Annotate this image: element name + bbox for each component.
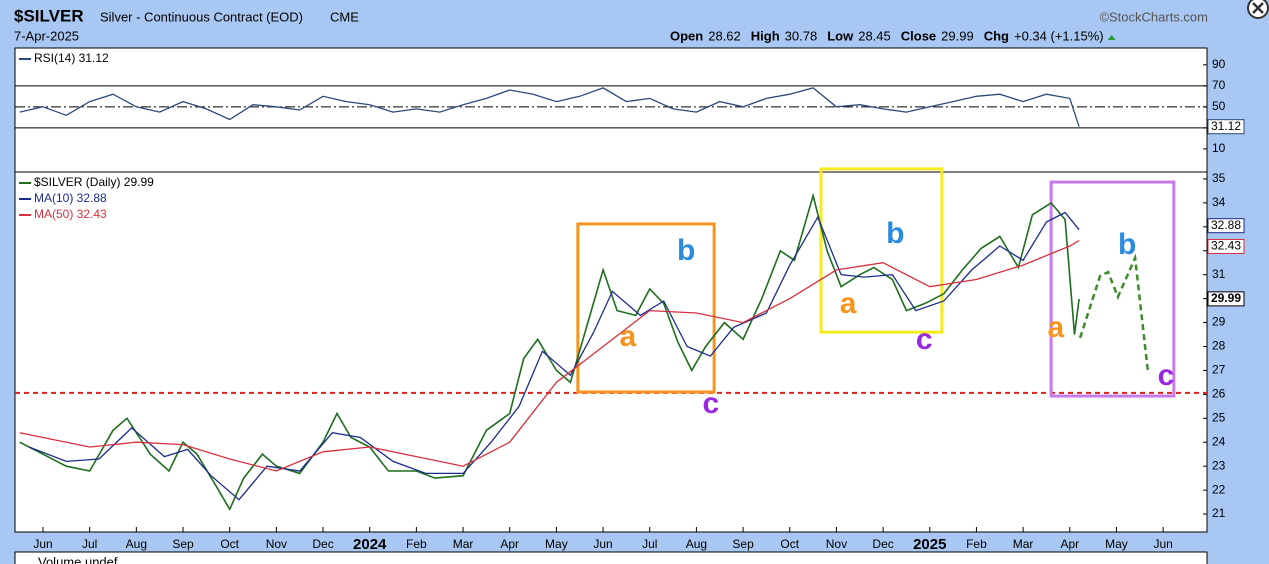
x-tick-label: May <box>545 537 568 551</box>
wave-label: c <box>703 387 720 420</box>
y-tick-label: 25 <box>1212 410 1226 424</box>
series-line <box>19 192 1080 512</box>
y-tick-label: 27 <box>1212 363 1226 377</box>
series-line <box>19 87 1080 127</box>
y-tick-label: 26 <box>1212 387 1226 401</box>
wave-label: a <box>619 320 636 353</box>
value-tag <box>1207 218 1245 234</box>
quote-value: 29.99 <box>941 28 974 43</box>
x-tick-label: Aug <box>686 537 707 551</box>
wave-label: b <box>677 234 695 267</box>
legend-label: MA(50) 32.43 <box>34 207 107 221</box>
value-tag-label: 31.12 <box>1211 119 1241 133</box>
y-tick-label: 70 <box>1212 78 1226 92</box>
y-tick-label: 34 <box>1212 195 1226 209</box>
quote-label: Low <box>827 28 854 43</box>
value-tag <box>1207 238 1245 254</box>
instrument-name: Silver - Continuous Contract (EOD) <box>100 9 303 24</box>
value-tag-label: 32.88 <box>1211 218 1241 232</box>
x-tick-label: Apr <box>500 537 519 551</box>
wave-box <box>819 167 944 334</box>
volume-panel <box>14 551 1208 564</box>
volume-label: Volume undef <box>38 554 118 564</box>
change-arrow <box>1107 35 1116 40</box>
x-tick-label: Jul <box>82 537 97 551</box>
y-tick-label: 35 <box>1212 171 1226 185</box>
symbol: $SILVER <box>14 6 84 25</box>
price-panel <box>14 171 1208 533</box>
quote-value: 28.45 <box>858 28 891 43</box>
value-tag-label: 29.99 <box>1211 291 1241 305</box>
x-tick-label: Sep <box>732 537 754 551</box>
wave-label: b <box>1118 228 1136 261</box>
x-tick-label: Dec <box>872 537 893 551</box>
series-line <box>28 211 1080 501</box>
x-tick-label: Jul <box>642 537 657 551</box>
x-tick-label: Sep <box>172 537 194 551</box>
date: 7-Apr-2025 <box>14 28 79 43</box>
x-tick-label: Apr <box>1060 537 1079 551</box>
y-tick-label: 22 <box>1212 482 1226 496</box>
x-tick-label: Oct <box>220 537 239 551</box>
x-tick-label: Feb <box>966 537 987 551</box>
credit: ©StockCharts.com <box>1099 9 1208 24</box>
y-tick-label: 10 <box>1212 141 1226 155</box>
wave-label: a <box>1047 311 1064 344</box>
x-tick-label: Nov <box>266 537 287 551</box>
x-tick-label: Dec <box>312 537 333 551</box>
y-tick-label: 23 <box>1212 458 1226 472</box>
close-button[interactable] <box>1247 0 1269 19</box>
x-tick-label: Aug <box>126 537 147 551</box>
value-tag <box>1207 291 1245 307</box>
wave-label: b <box>886 217 904 250</box>
wave-label: c <box>916 323 933 356</box>
wave-box <box>1049 180 1176 398</box>
quote-value: +0.34 (+1.15%) <box>1014 28 1104 43</box>
legend-label: RSI(14) 31.12 <box>34 51 109 65</box>
y-tick-label: 28 <box>1212 339 1226 353</box>
rsi-panel <box>14 47 1208 173</box>
legend-label: MA(10) 32.88 <box>34 191 107 205</box>
quote-value: 28.62 <box>708 28 741 43</box>
quote-label: Chg <box>984 28 1009 43</box>
x-tick-label: Jun <box>593 537 612 551</box>
wave-label: c <box>1158 359 1175 392</box>
wave-label: a <box>840 287 857 320</box>
value-tag-label: 32.43 <box>1211 239 1241 253</box>
wave-box <box>576 222 716 394</box>
quote-label: High <box>751 28 780 43</box>
x-tick-label: Jun <box>33 537 52 551</box>
series-line <box>19 239 1080 472</box>
x-tick-label: Nov <box>826 537 847 551</box>
x-tick-label: Oct <box>780 537 799 551</box>
x-tick-label: 2025 <box>913 536 946 553</box>
quote-label: Close <box>901 28 936 43</box>
y-tick-label: 31 <box>1212 267 1226 281</box>
y-tick-label: 50 <box>1212 99 1226 113</box>
y-tick-label: 21 <box>1212 506 1226 520</box>
x-tick-label: May <box>1105 537 1128 551</box>
projection-line <box>1078 253 1150 375</box>
exchange: CME <box>330 9 359 24</box>
legend-label: $SILVER (Daily) 29.99 <box>34 175 154 189</box>
y-tick-label: 29 <box>1212 315 1226 329</box>
x-tick-label: Mar <box>453 537 474 551</box>
x-tick-label: 2024 <box>353 536 387 553</box>
x-tick-label: Jun <box>1153 537 1172 551</box>
quote-value: 30.78 <box>785 28 818 43</box>
quote-label: Open <box>670 28 703 43</box>
x-tick-label: Mar <box>1013 537 1034 551</box>
y-tick-label: 24 <box>1212 434 1226 448</box>
x-tick-label: Feb <box>406 537 427 551</box>
y-tick-label: 90 <box>1212 57 1226 71</box>
value-tag <box>1207 119 1245 135</box>
